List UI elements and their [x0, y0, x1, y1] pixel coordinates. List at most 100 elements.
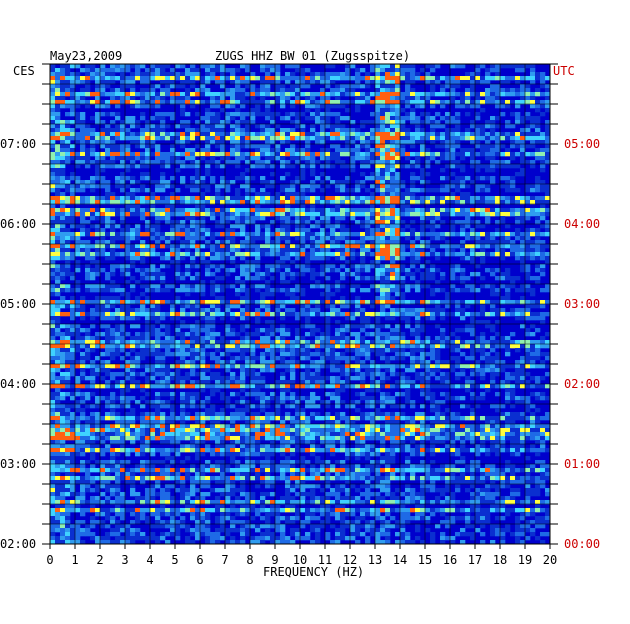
spectrogram-cell	[160, 256, 166, 261]
spectrogram-cell	[255, 164, 261, 169]
spectrogram-cell	[465, 356, 471, 361]
spectrogram-cell	[460, 80, 466, 85]
spectrogram-cell	[425, 284, 431, 289]
spectrogram-cell	[495, 212, 501, 217]
spectrogram-cell	[340, 272, 346, 277]
spectrogram-cell	[190, 216, 196, 221]
spectrogram-cell	[220, 92, 226, 97]
spectrogram-cell	[225, 68, 231, 73]
spectrogram-cell	[490, 156, 496, 161]
spectrogram-cell	[305, 160, 311, 165]
spectrogram-cell	[460, 180, 466, 185]
spectrogram-cell	[520, 344, 526, 349]
spectrogram-cell	[260, 292, 266, 297]
spectrogram-cell	[220, 72, 226, 77]
spectrogram-cell	[505, 312, 511, 317]
spectrogram-cell	[185, 252, 191, 257]
spectrogram-cell	[185, 324, 191, 329]
spectrogram-cell	[65, 188, 71, 193]
spectrogram-cell	[300, 176, 306, 181]
spectrogram-cell	[385, 180, 391, 185]
spectrogram-cell	[85, 348, 91, 353]
spectrogram-cell	[305, 68, 311, 73]
spectrogram-cell	[400, 128, 406, 133]
spectrogram-cell	[455, 116, 461, 121]
spectrogram-cell	[340, 352, 346, 357]
spectrogram-cell	[260, 136, 266, 141]
spectrogram-cell	[425, 260, 431, 265]
spectrogram-cell	[165, 288, 171, 293]
spectrogram-cell	[300, 344, 306, 349]
spectrogram-cell	[485, 356, 491, 361]
spectrogram-cell	[335, 340, 341, 345]
spectrogram-cell	[320, 152, 326, 157]
spectrogram-cell	[110, 264, 116, 269]
spectrogram-cell	[435, 160, 441, 165]
spectrogram-cell	[115, 224, 121, 229]
spectrogram-cell	[375, 216, 381, 221]
spectrogram-cell	[455, 336, 461, 341]
spectrogram-cell	[240, 340, 246, 345]
spectrogram-cell	[185, 156, 191, 161]
spectrogram-cell	[410, 244, 416, 249]
spectrogram-cell	[145, 156, 151, 161]
spectrogram-cell	[440, 220, 446, 225]
spectrogram-cell	[295, 252, 301, 257]
spectrogram-cell	[55, 84, 61, 89]
spectrogram-cell	[270, 80, 276, 85]
spectrogram-cell	[365, 140, 371, 145]
spectrogram-cell	[105, 224, 111, 229]
spectrogram-cell	[480, 320, 486, 325]
spectrogram-cell	[410, 68, 416, 73]
spectrogram-cell	[410, 272, 416, 277]
spectrogram-cell	[165, 208, 171, 213]
spectrogram-cell	[200, 292, 206, 297]
spectrogram-cell	[65, 344, 71, 349]
spectrogram-cell	[50, 208, 56, 213]
spectrogram-cell	[485, 244, 491, 249]
spectrogram-cell	[190, 156, 196, 161]
spectrogram-cell	[395, 72, 401, 77]
spectrogram-cell	[395, 208, 401, 213]
spectrogram-cell	[395, 200, 401, 205]
spectrogram-cell	[310, 360, 316, 365]
spectrogram-cell	[155, 288, 161, 293]
spectrogram-cell	[250, 144, 256, 149]
spectrogram-cell	[320, 212, 326, 217]
spectrogram-cell	[195, 288, 201, 293]
spectrogram-cell	[255, 228, 261, 233]
spectrogram-cell	[175, 260, 181, 265]
spectrogram-cell	[205, 108, 211, 113]
spectrogram-cell	[340, 296, 346, 301]
spectrogram-cell	[530, 252, 536, 257]
spectrogram-cell	[515, 252, 521, 257]
spectrogram-cell	[230, 260, 236, 265]
spectrogram-cell	[285, 280, 291, 285]
spectrogram-cell	[150, 304, 156, 309]
spectrogram-cell	[265, 236, 271, 241]
spectrogram-cell	[395, 124, 401, 129]
spectrogram-cell	[175, 344, 181, 349]
spectrogram-cell	[405, 268, 411, 273]
spectrogram-cell	[535, 256, 541, 261]
spectrogram-cell	[395, 180, 401, 185]
spectrogram-cell	[470, 76, 476, 81]
spectrogram-cell	[105, 324, 111, 329]
spectrogram-cell	[500, 220, 506, 225]
spectrogram-cell	[410, 252, 416, 257]
spectrogram-cell	[320, 96, 326, 101]
spectrogram-cell	[405, 84, 411, 89]
spectrogram-cell	[325, 64, 331, 69]
spectrogram-cell	[210, 292, 216, 297]
spectrogram-cell	[145, 88, 151, 93]
spectrogram-cell	[265, 336, 271, 341]
spectrogram-cell	[355, 296, 361, 301]
spectrogram-cell	[115, 208, 121, 213]
spectrogram-cell	[410, 120, 416, 125]
spectrogram-cell	[510, 140, 516, 145]
spectrogram-cell	[190, 324, 196, 329]
spectrogram-cell	[420, 168, 426, 173]
spectrogram-cell	[95, 156, 101, 161]
spectrogram-cell	[115, 112, 121, 117]
